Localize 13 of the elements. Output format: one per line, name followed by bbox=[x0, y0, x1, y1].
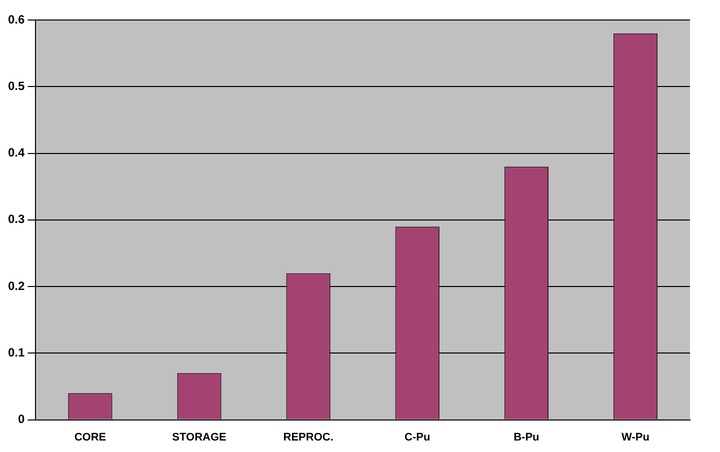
y-tick-label: 0.5 bbox=[8, 78, 25, 93]
x-tick-label: W-Pu bbox=[622, 431, 650, 444]
y-tick-label: 0.3 bbox=[8, 212, 25, 226]
y-tick-label: 0.4 bbox=[8, 146, 25, 160]
x-tick-label: CORE bbox=[74, 431, 106, 444]
y-tick-label: 0.2 bbox=[8, 278, 25, 293]
y-tick-label: 0.1 bbox=[8, 345, 25, 360]
y-tick-label: 0 bbox=[18, 412, 25, 426]
x-tick-label: REPROC. bbox=[283, 431, 334, 444]
y-tick-label: 0.6 bbox=[8, 12, 25, 26]
x-tick-label: C-Pu bbox=[404, 431, 430, 444]
x-tick-label: STORAGE bbox=[172, 431, 226, 444]
x-tick-label: B-Pu bbox=[514, 431, 540, 444]
